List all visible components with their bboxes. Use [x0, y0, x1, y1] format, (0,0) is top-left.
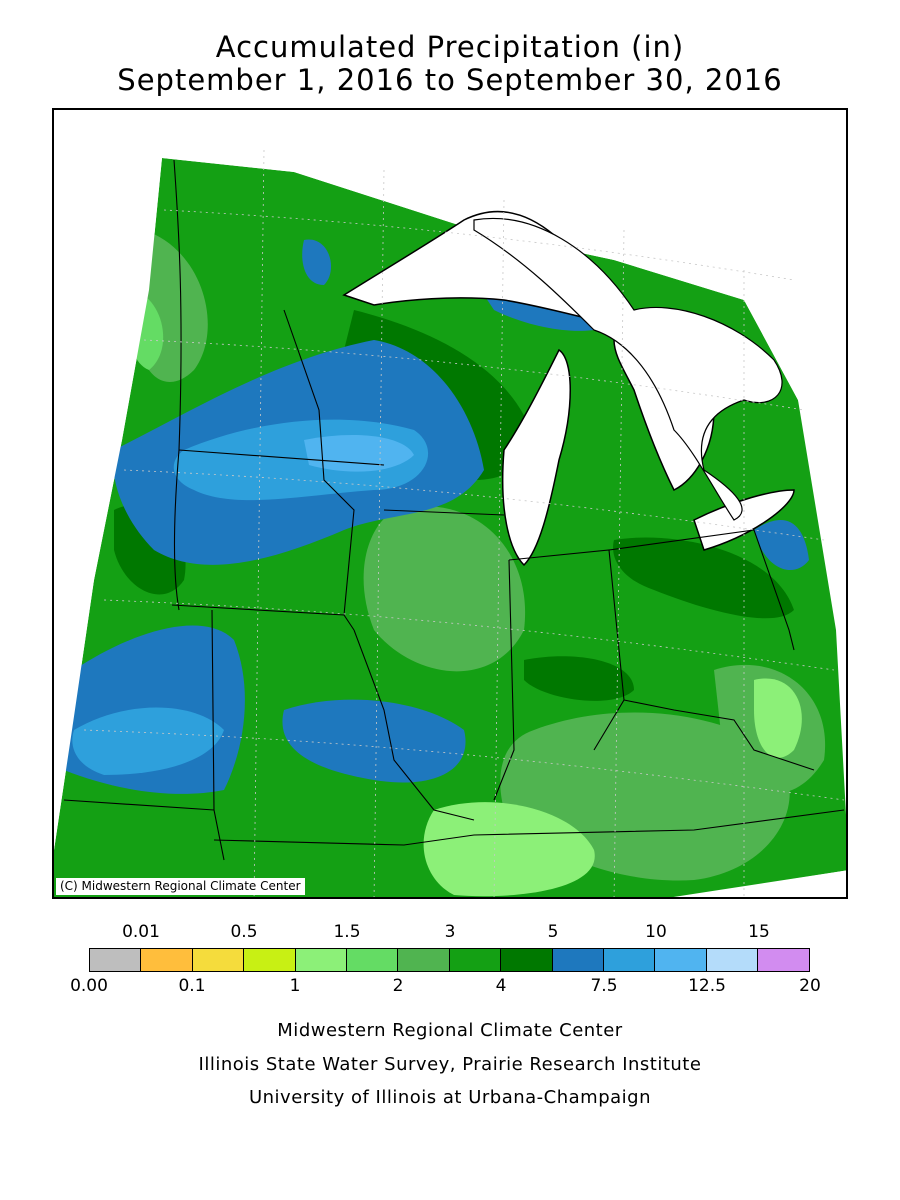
legend-top-label: 1.5 [333, 922, 361, 942]
map-title: Accumulated Precipitation (in) [215, 30, 685, 64]
legend-bottom-label: 12.5 [688, 976, 726, 996]
precip-zone-lighter-green [754, 678, 802, 758]
map-date-range: September 1, 2016 to September 30, 2016 [117, 63, 783, 97]
legend-swatch [501, 949, 553, 971]
legend-swatch [552, 949, 604, 971]
legend-swatch [655, 949, 707, 971]
legend-swatch [244, 949, 296, 971]
legend-swatch [141, 949, 193, 971]
legend-swatch [90, 949, 142, 971]
precip-zone-blue [302, 239, 332, 285]
legend-bottom-label: 1 [289, 976, 301, 996]
precip-zone-blue [282, 699, 466, 783]
credit-survey: Illinois State Water Survey, Prairie Res… [198, 1054, 702, 1075]
legend-top-label: 15 [748, 922, 770, 942]
legend-color-bar [89, 948, 811, 972]
legend-swatch [295, 949, 347, 971]
legend-top-label: 3 [444, 922, 456, 942]
lake-michigan [501, 348, 571, 567]
precipitation-map: (C) Midwestern Regional Climate Center [52, 108, 848, 899]
precip-zone-dark-green [613, 537, 794, 619]
legend-swatch [706, 949, 759, 971]
legend-bottom-label: 0.00 [70, 976, 108, 996]
legend-top-label: 0.5 [230, 922, 258, 942]
unmapped-area [54, 110, 846, 850]
legend-bottom-label: 7.5 [590, 976, 618, 996]
precip-zone-lighter-blue [304, 435, 414, 472]
legend-swatch [758, 949, 810, 971]
color-legend: 0.01 0.5 1.5 3 5 10 15 0.00 0.1 1 2 4 7.… [0, 918, 900, 1008]
legend-bottom-label: 20 [799, 976, 821, 996]
precip-zone-lighter-green [423, 802, 595, 897]
credit-organization: Midwestern Regional Climate Center [277, 1020, 623, 1041]
map-copyright: (C) Midwestern Regional Climate Center [56, 878, 305, 895]
legend-bottom-label: 4 [495, 976, 507, 996]
credit-university: University of Illinois at Urbana-Champai… [248, 1087, 652, 1108]
legend-top-label: 10 [645, 922, 667, 942]
legend-swatch [449, 949, 502, 971]
legend-top-label: 0.01 [122, 922, 160, 942]
precip-zone-blue [754, 520, 809, 570]
legend-swatch [192, 949, 245, 971]
legend-swatch [603, 949, 656, 971]
legend-bottom-label: 2 [392, 976, 404, 996]
legend-bottom-label: 0.1 [178, 976, 206, 996]
legend-swatch [398, 949, 450, 971]
map-canvas [54, 110, 846, 897]
unmapped-area [679, 870, 846, 897]
legend-swatch [346, 949, 399, 971]
precip-zone-light-blue [72, 707, 224, 775]
canada-landmass [473, 217, 783, 521]
graticule [83, 149, 845, 897]
legend-top-label: 5 [547, 922, 559, 942]
precip-zone-light-green [363, 506, 526, 672]
precip-zone-dark-green [524, 656, 634, 701]
